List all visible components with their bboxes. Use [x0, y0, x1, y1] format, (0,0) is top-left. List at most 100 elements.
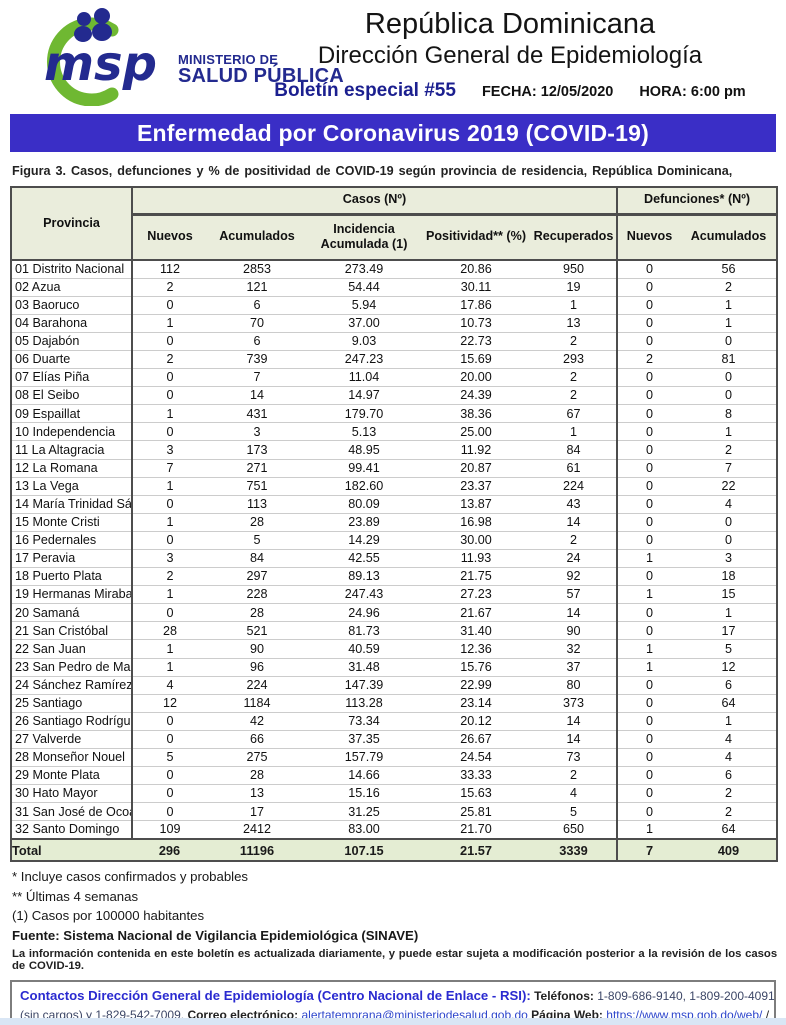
casos-acumulados-cell: 96	[207, 658, 307, 677]
fecha-value: 12/05/2020	[540, 84, 614, 100]
recuperados-cell: 32	[531, 639, 618, 659]
casos-acumulados-cell: 275	[207, 748, 307, 768]
contact-suffix: /	[765, 1007, 770, 1022]
provincia-header: Provincia	[11, 187, 133, 261]
defunciones-nuevos-cell: 1	[617, 639, 681, 659]
province-cell: 22 San Juan	[11, 639, 133, 659]
table-row: 09 Espaillat 1 431 179.70 38.36 67 0 8	[11, 404, 777, 424]
country-title: República Dominicana	[364, 8, 656, 40]
defunciones-acumulados-cell: 81	[681, 350, 777, 370]
people-icon	[74, 8, 112, 42]
positividad-cell: 20.12	[421, 712, 531, 731]
incidencia-cell: 14.29	[307, 531, 421, 551]
defunciones-acumulados-cell: 2	[681, 784, 777, 804]
msp-acronym: msp	[44, 36, 157, 92]
province-cell: 26 Santiago Rodríguez	[11, 712, 133, 731]
casos-nuevos-header: Nuevos	[132, 214, 207, 261]
recuperados-cell: 90	[531, 621, 618, 641]
defunciones-nuevos-cell: 0	[617, 459, 681, 478]
recuperados-cell: 373	[531, 694, 618, 713]
table-row: 08 El Seibo 0 14 14.97 24.39 2 0 0	[11, 386, 777, 406]
ministry-name: MINISTERIO DE SALUD PÚBLICA	[178, 53, 344, 88]
recuperados-cell: 57	[531, 585, 618, 605]
casos-nuevos-cell: 0	[132, 784, 207, 804]
casos-acumulados-cell: 28	[207, 513, 307, 532]
incidencia-cell: 182.60	[307, 477, 421, 496]
positividad-cell: 16.98	[421, 513, 531, 532]
province-cell: 09 Espaillat	[11, 404, 133, 424]
positividad-cell: 11.92	[421, 440, 531, 460]
table-row: 27 Valverde 0 66 37.35 26.67 14 0 4	[11, 730, 777, 750]
recuperados-cell: 2	[531, 386, 618, 406]
incidencia-cell: 273.49	[307, 260, 421, 279]
recuperados-cell: 5	[531, 802, 618, 822]
defunciones-nuevos-cell: 1	[617, 585, 681, 605]
province-cell: 02 Azua	[11, 278, 133, 297]
table-row: 23 San Pedro de Macorís 1 96 31.48 15.76…	[11, 658, 777, 677]
incidencia-cell: 179.70	[307, 404, 421, 424]
total-incidencia: 107.15	[307, 838, 421, 861]
incidencia-cell: 5.13	[307, 422, 421, 442]
incidencia-cell: 37.00	[307, 314, 421, 333]
defunciones-nuevos-cell: 0	[617, 278, 681, 297]
incidencia-cell: 37.35	[307, 730, 421, 750]
total-label: Total	[11, 838, 132, 861]
casos-acumulados-cell: 2412	[207, 820, 307, 840]
province-cell: 04 Barahona	[11, 314, 133, 333]
recuperados-cell: 1	[531, 422, 618, 442]
casos-nuevos-cell: 0	[132, 603, 207, 623]
positividad-cell: 27.23	[421, 585, 531, 605]
defunciones-acumulados-cell: 3	[681, 549, 777, 569]
casos-nuevos-cell: 0	[132, 296, 207, 315]
phone-numbers-1: 1-809-686-9140, 1-809-200-4091	[597, 989, 775, 1003]
defunciones-nuevos-cell: 0	[617, 513, 681, 532]
incidencia-cell: 14.66	[307, 766, 421, 786]
positividad-cell: 33.33	[421, 766, 531, 786]
casos-acumulados-cell: 739	[207, 350, 307, 370]
recuperados-cell: 1	[531, 296, 618, 315]
casos-nuevos-cell: 3	[132, 549, 207, 569]
defunciones-acumulados-cell: 2	[681, 440, 777, 460]
defunciones-nuevos-cell: 0	[617, 730, 681, 750]
positividad-cell: 21.75	[421, 567, 531, 587]
table-row: 01 Distrito Nacional 112 2853 273.49 20.…	[11, 260, 777, 279]
footnote-2: ** Últimas 4 semanas	[12, 888, 139, 904]
total-positividad: 21.57	[421, 838, 531, 861]
casos-acumulados-cell: 3	[207, 422, 307, 442]
table-row: 13 La Vega 1 751 182.60 23.37 224 0 22	[11, 477, 777, 496]
positividad-cell: 23.14	[421, 694, 531, 713]
casos-acumulados-header: Acumulados	[207, 214, 307, 261]
defunciones-acumulados-cell: 56	[681, 260, 777, 279]
defunciones-nuevos-cell: 0	[617, 712, 681, 731]
positividad-cell: 30.00	[421, 531, 531, 551]
table-row: 26 Santiago Rodríguez 0 42 73.34 20.12 1…	[11, 712, 777, 731]
positividad-cell: 20.00	[421, 368, 531, 388]
defunciones-acumulados-cell: 1	[681, 314, 777, 333]
total-casos-acumulados: 11196	[207, 838, 307, 861]
province-cell: 05 Dajabón	[11, 332, 133, 351]
casos-acumulados-cell: 271	[207, 459, 307, 478]
casos-nuevos-cell: 0	[132, 766, 207, 786]
province-cell: 03 Baoruco	[11, 296, 133, 315]
defunciones-acumulados-cell: 2	[681, 802, 777, 822]
incidencia-cell: 147.39	[307, 676, 421, 695]
defunciones-nuevos-cell: 0	[617, 621, 681, 641]
incidencia-cell: 54.44	[307, 278, 421, 297]
bottom-strip	[0, 1018, 786, 1025]
casos-nuevos-cell: 1	[132, 513, 207, 532]
recuperados-cell: 73	[531, 748, 618, 768]
positividad-cell: 22.73	[421, 332, 531, 351]
recuperados-cell: 14	[531, 730, 618, 750]
casos-nuevos-cell: 0	[132, 332, 207, 351]
incidencia-cell: 73.34	[307, 712, 421, 731]
province-cell: 23 San Pedro de Macorís	[11, 658, 133, 677]
positividad-cell: 31.40	[421, 621, 531, 641]
table-row: 21 San Cristóbal 28 521 81.73 31.40 90 0…	[11, 621, 777, 641]
casos-nuevos-cell: 12	[132, 694, 207, 713]
positividad-cell: 17.86	[421, 296, 531, 315]
province-cell: 17 Peravia	[11, 549, 133, 569]
incidencia-cell: 157.79	[307, 748, 421, 768]
defunciones-acumulados-cell: 6	[681, 766, 777, 786]
casos-acumulados-cell: 751	[207, 477, 307, 496]
